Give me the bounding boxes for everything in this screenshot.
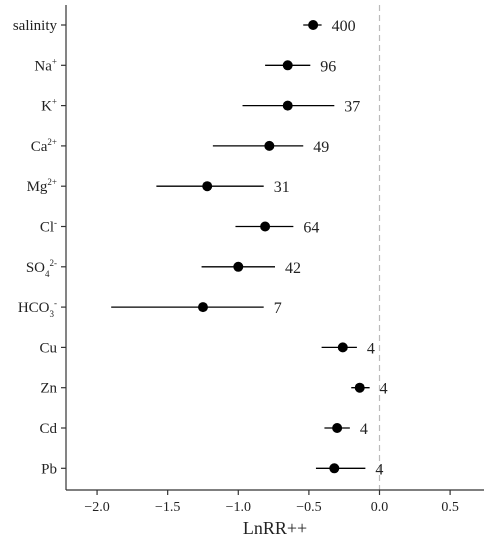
- sample-size-label: 7: [274, 300, 282, 317]
- y-tick-label: Cd: [39, 421, 57, 437]
- x-tick-label: 0.5: [441, 500, 459, 515]
- y-tick-label: Mg2+: [27, 177, 57, 195]
- y-tick-label: Na+: [34, 56, 57, 74]
- estimate-point: [282, 60, 293, 71]
- y-tick-label: K+: [41, 97, 57, 115]
- estimate-point: [354, 382, 365, 393]
- x-tick-label: −0.5: [296, 500, 321, 515]
- estimate-point: [197, 302, 208, 313]
- x-tick-label: −1.0: [226, 500, 251, 515]
- estimate-point: [233, 261, 244, 272]
- estimate-point: [329, 463, 340, 474]
- x-axis-title: LnRR++: [243, 518, 307, 538]
- estimate-point: [337, 342, 348, 353]
- sample-size-label: 31: [274, 179, 290, 196]
- y-tick-label: Cl-: [40, 218, 57, 236]
- estimate-point: [260, 221, 271, 232]
- y-tick-label: Cu: [39, 340, 57, 356]
- y-tick-label: Zn: [40, 381, 57, 397]
- y-tick-label: SO42-: [26, 258, 57, 279]
- estimate-point: [264, 140, 275, 151]
- estimate-point: [332, 423, 343, 433]
- sample-size-label: 96: [320, 58, 336, 75]
- x-tick-label: 0.0: [371, 500, 389, 515]
- sample-size-label: 42: [285, 260, 301, 277]
- y-tick-label: Pb: [41, 461, 57, 477]
- estimate-point: [308, 20, 319, 30]
- sample-size-label: 4: [367, 340, 375, 357]
- estimate-point: [282, 100, 293, 111]
- x-tick-label: −2.0: [84, 500, 109, 515]
- y-tick-label: Ca2+: [31, 137, 57, 155]
- y-tick-label: salinity: [13, 18, 58, 34]
- sample-size-label: 4: [360, 421, 368, 438]
- sample-size-label: 64: [303, 220, 319, 237]
- estimate-point: [202, 181, 213, 192]
- sample-size-label: 4: [375, 461, 383, 478]
- plot-area: −2.0 −1.5 −1.0 −0.5 0.0 0.5 salinity 400 Na+ 96 K+…: [13, 5, 484, 515]
- sample-size-label: 400: [332, 18, 356, 35]
- sample-size-label: 49: [313, 139, 329, 156]
- sample-size-label: 4: [380, 381, 388, 398]
- x-tick-label: −1.5: [155, 500, 180, 515]
- y-tick-label: HCO3-: [18, 298, 57, 319]
- sample-size-label: 37: [344, 99, 360, 116]
